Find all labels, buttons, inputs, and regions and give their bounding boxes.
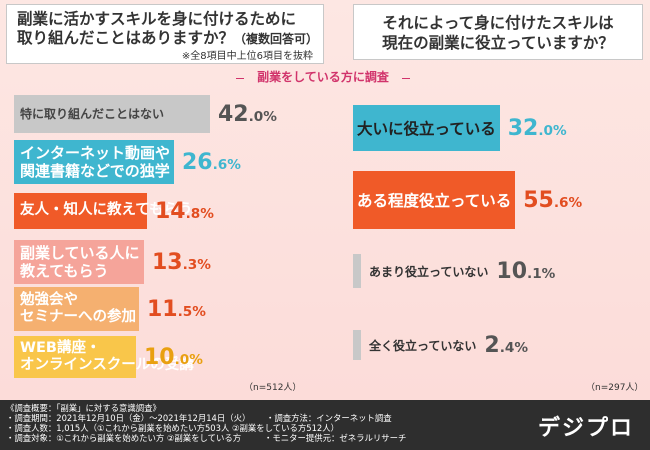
right-bar (353, 330, 361, 360)
subtitle-rule-right (402, 78, 410, 79)
left-bar-value-dec: .6% (212, 156, 241, 173)
right-bar-value: 2.4% (484, 333, 528, 358)
left-bar-label: インターネット動画や (20, 144, 171, 162)
left-sample-size: （n=512人） (244, 383, 302, 393)
left-bar: 友人・知人に教えてもらう (14, 193, 193, 229)
right-bar: ある程度役立っている (353, 171, 516, 229)
right-question-line2: 現在の副業に役立っていますか？ (382, 34, 614, 52)
left-bar-value-int: 26 (182, 149, 213, 175)
right-bar-value-dec: .1% (527, 265, 556, 282)
footer-target: ・調査対象：①これから副業を始めたい方 ②副業をしている方 (6, 433, 242, 443)
left-bar-label: 友人・知人に教えてもらう (20, 202, 193, 219)
left-bar-label: 関連書籍などでの独学 (20, 162, 170, 180)
left-bar-value: 11.5% (147, 297, 206, 322)
left-bar-row: 友人・知人に教えてもらう 14.8% (14, 193, 214, 229)
right-bar: 大いに役立っている (353, 105, 500, 151)
left-bar: WEB講座・ オンラインスクールの受講 (14, 336, 194, 378)
left-bar-label: 勉強会や (20, 291, 78, 308)
right-sample-size: （n=297人） (586, 383, 644, 393)
left-bar-label: 特に取り組んだことはない (20, 106, 165, 121)
right-bar-row: 大いに役立っている 32.0% (353, 105, 567, 151)
left-bar-value-dec: .5% (177, 303, 206, 320)
right-bar-label: あまり役立っていない (369, 264, 489, 279)
footer-row-3: ・調査対象：①これから副業を始めたい方 ②副業をしている方 ・モニター提供元：ゼ… (6, 433, 644, 443)
right-bar-label: 全く役立っていない (369, 338, 477, 353)
left-bar-label: セミナーへの参加 (20, 309, 136, 325)
subtitle-rule-left (236, 78, 244, 79)
left-bar-value-int: 42 (218, 101, 249, 127)
left-question-line2: 取り組んだことはありますか？（複数回答可） (17, 29, 318, 49)
left-question-footnote: ※全8項目中上位6項目を抜粋 (181, 51, 313, 62)
left-bar-label: 副業している人に (20, 244, 140, 262)
footer-people: ・調査人数：1,015人（①これから副業を始めたい方503人 ②副業をしている方… (6, 423, 339, 433)
right-bar-value-int: 55 (523, 187, 554, 213)
right-bar-label: ある程度役立っている (357, 192, 512, 210)
left-bar-value: 14.8% (155, 199, 214, 224)
footer-row-1: ・調査期間：2021年12月10日（金）～2021年12月14日（火） ・調査方… (6, 413, 644, 423)
right-bar-row: あまり役立っていない 10.1% (353, 254, 555, 288)
right-bar-value: 32.0% (508, 116, 567, 141)
left-question-multi-note: （複数回答可） (234, 32, 319, 46)
left-bar-value-int: 14 (155, 198, 186, 224)
left-bar-label: オンラインスクールの受講 (20, 357, 194, 373)
left-bar-label: WEB講座・ (20, 339, 101, 356)
footer-provider: ・モニター提供元：ゼネラルリサーチ (264, 433, 407, 443)
left-bar-row: 勉強会や セミナーへの参加 11.5% (14, 287, 206, 331)
left-bar-label: 教えてもらう (20, 262, 109, 280)
left-bar-value: 10.0% (144, 345, 203, 370)
left-bar: インターネット動画や 関連書籍などでの独学 (14, 140, 174, 184)
left-bar-value-dec: .8% (185, 205, 214, 222)
left-bar: 副業している人に 教えてもらう (14, 240, 144, 284)
left-bar-value: 26.6% (182, 150, 241, 175)
left-question-box: 副業に活かすスキルを身に付けるために 取り組んだことはありますか？（複数回答可）… (6, 4, 324, 64)
right-bar-label: 大いに役立っている (357, 120, 496, 138)
left-bar-value-dec: .3% (182, 256, 211, 273)
right-bar-value: 10.1% (496, 259, 555, 284)
footer-heading: 《調査概要：「副業」に対する意識調査》 (6, 403, 161, 413)
right-bar-value-dec: .4% (499, 339, 529, 356)
footer-method: ・調査方法：インターネット調査 (266, 413, 392, 423)
left-bar-value-dec: .0% (248, 108, 277, 125)
left-bar-value: 42.0% (218, 102, 277, 127)
left-question-text: 取り組んだことはありますか？ (17, 29, 235, 47)
right-bar-row: ある程度役立っている 55.6% (353, 171, 582, 229)
left-question-line1: 副業に活かすスキルを身に付けるために (17, 10, 297, 28)
left-bar-value-int: 10 (144, 344, 175, 370)
right-bar-value-int: 2 (484, 332, 500, 358)
left-bar-value-int: 11 (147, 296, 178, 322)
left-bar-value-int: 13 (152, 249, 183, 275)
right-bar-value-dec: .6% (553, 194, 583, 211)
right-bar-value: 55.6% (523, 188, 582, 213)
left-bar: 勉強会や セミナーへの参加 (14, 287, 139, 331)
chart-subtitle: 副業をしている方に調査 (257, 70, 389, 84)
right-question-line1: それによって身に付けたスキルは (382, 14, 614, 32)
brand-logo: デジプロ (537, 416, 634, 441)
left-bar-row: インターネット動画や 関連書籍などでの独学 26.6% (14, 140, 241, 184)
left-bar: 特に取り組んだことはない (14, 95, 210, 133)
right-question-box: それによって身に付けたスキルは 現在の副業に役立っていますか？ (353, 4, 643, 60)
survey-footer: 《調査概要：「副業」に対する意識調査》 ・調査期間：2021年12月10日（金）… (0, 400, 650, 450)
right-bar-value-dec: .0% (538, 122, 567, 139)
right-bar (353, 254, 361, 288)
right-bar-value-int: 10 (496, 258, 528, 284)
left-bar-value: 13.3% (152, 250, 211, 275)
left-bar-row: 特に取り組んだことはない 42.0% (14, 95, 277, 133)
footer-period: ・調査期間：2021年12月10日（金）～2021年12月14日（火） (6, 413, 251, 423)
left-bar-row: WEB講座・ オンラインスクールの受講 10.0% (14, 336, 203, 378)
left-bar-row: 副業している人に 教えてもらう 13.3% (14, 240, 211, 284)
right-bar-row: 全く役立っていない 2.4% (353, 330, 528, 360)
right-bar-value-int: 32 (507, 115, 539, 141)
left-bar-value-dec: .0% (174, 351, 203, 368)
